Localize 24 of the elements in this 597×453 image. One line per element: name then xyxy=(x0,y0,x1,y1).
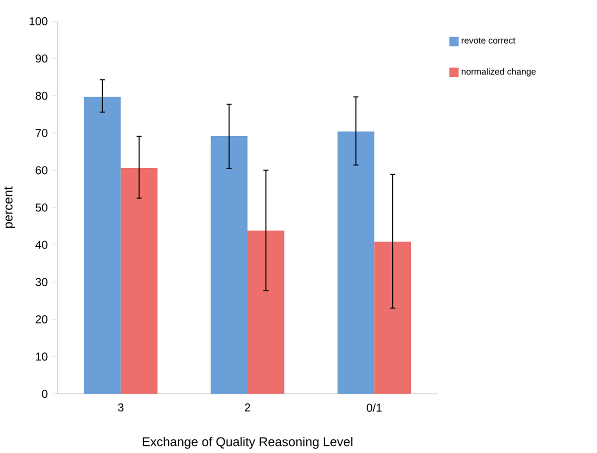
bar xyxy=(374,242,412,394)
y-tick-label: 50 xyxy=(36,203,48,212)
y-tick-label: 100 xyxy=(30,16,48,26)
y-axis-title: percent xyxy=(4,186,16,228)
legend-label: normalized change xyxy=(462,68,536,76)
y-tick-label: 90 xyxy=(36,54,48,62)
bar xyxy=(338,131,374,394)
y-tick-label: 60 xyxy=(36,166,48,174)
bar xyxy=(210,136,248,394)
y-tick-label: 40 xyxy=(35,240,48,249)
bar xyxy=(120,168,158,394)
y-tick-label: 10 xyxy=(36,352,48,360)
x-axis-title: Exchange of Quality Reasoning Level xyxy=(142,436,352,449)
x-tick-label: 3 xyxy=(118,403,124,412)
legend-label: revote correct xyxy=(462,38,516,44)
y-tick-label: 30 xyxy=(36,278,48,286)
y-tick-label: 70 xyxy=(36,128,48,137)
y-tick-label: 80 xyxy=(36,92,48,100)
y-tick-label: 0 xyxy=(42,390,48,398)
y-tick-label: 20 xyxy=(36,315,48,324)
x-tick-label: 2 xyxy=(244,403,250,412)
bar xyxy=(84,96,121,394)
x-tick-label: 0/1 xyxy=(366,403,382,412)
bar xyxy=(248,230,284,394)
